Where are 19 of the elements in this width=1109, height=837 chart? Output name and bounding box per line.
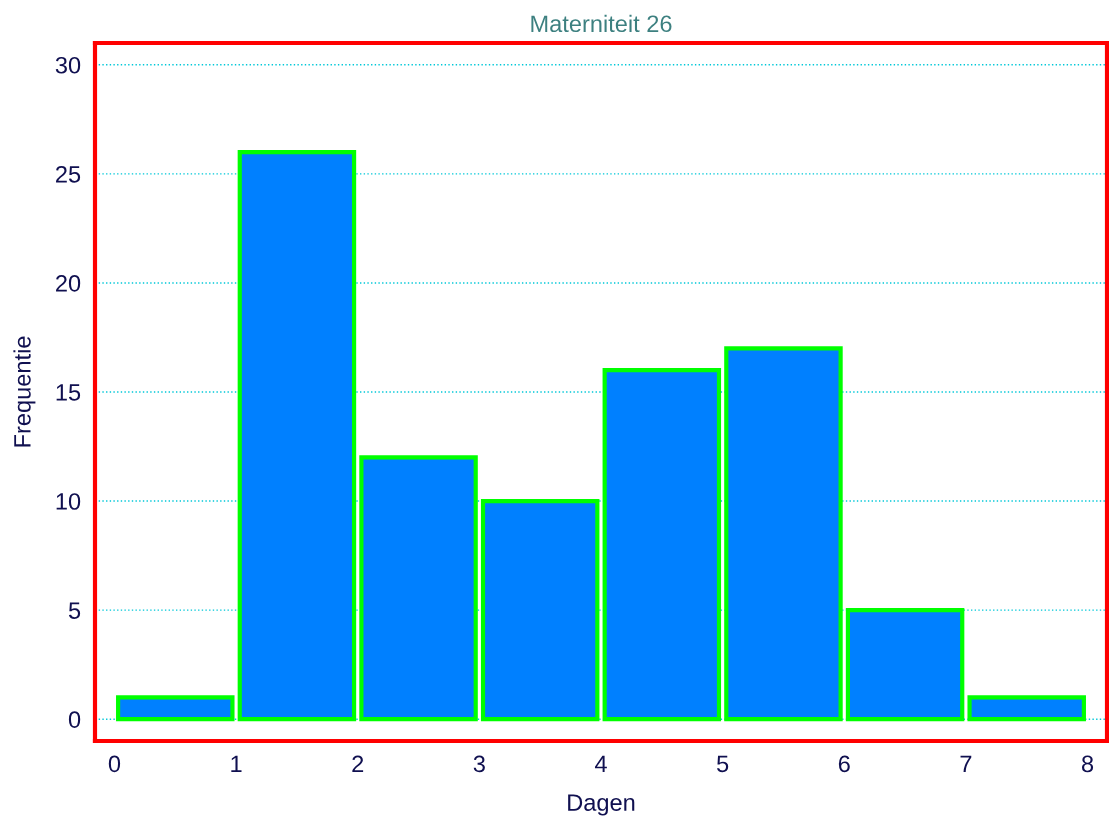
y-tick-label: 5 [68, 602, 81, 619]
y-tick-label: 0 [68, 711, 81, 728]
x-tick-label: 4 [594, 755, 607, 772]
x-tick-label: 7 [960, 755, 972, 772]
chart-title: Materniteit 26 [531, 14, 672, 33]
x-tick-label: 3 [473, 755, 485, 773]
x-tick-label: 8 [1082, 755, 1094, 773]
y-axis-title: Frequentie [13, 336, 36, 447]
x-tick-label: 1 [231, 755, 242, 772]
x-tick-label: 5 [717, 755, 729, 773]
x-tick-label: 0 [108, 755, 121, 773]
y-tick-label: 10 [56, 493, 81, 510]
x-tick-label: 6 [838, 755, 850, 773]
y-tick-label: 15 [56, 384, 81, 401]
x-tick-label: 2 [352, 755, 364, 772]
x-axis-title: Dagen [568, 794, 635, 816]
y-tick-label: 20 [56, 275, 81, 292]
y-tick-label: 25 [56, 165, 81, 183]
y-tick-label: 30 [55, 56, 81, 74]
